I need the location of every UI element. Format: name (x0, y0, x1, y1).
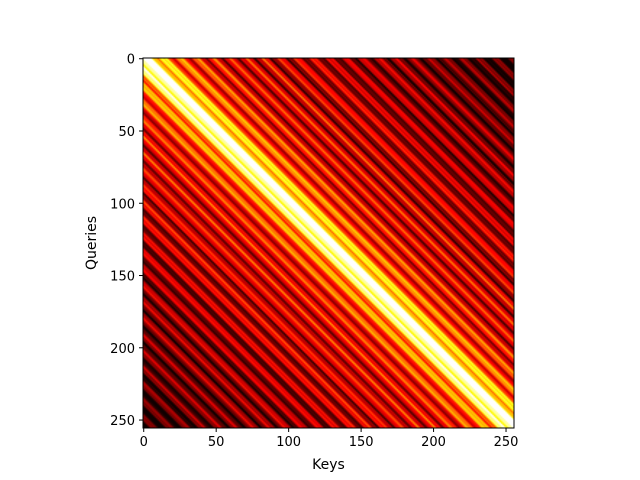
y-tick-label: 0 (127, 53, 135, 68)
y-axis-label: Queries (84, 216, 100, 270)
y-tick-label: 50 (118, 125, 135, 140)
x-tick-label: 250 (494, 435, 519, 450)
plot-frame (142, 57, 515, 429)
y-tick-label: 150 (110, 270, 135, 285)
y-tick-label: 250 (110, 414, 135, 429)
x-tick-label: 50 (208, 435, 225, 450)
y-tick-label: 100 (110, 197, 135, 212)
x-tick-label: 150 (349, 435, 374, 450)
x-axis: 0 50 100 150 200 250 (140, 428, 519, 450)
x-tick-label: 0 (140, 435, 148, 450)
heatmap-image (143, 58, 514, 428)
y-axis: 0 50 100 150 200 250 (110, 53, 143, 429)
x-tick-label: 100 (276, 435, 301, 450)
x-axis-label: Keys (312, 457, 345, 473)
heatmap (143, 58, 514, 428)
y-tick-label: 200 (110, 342, 135, 357)
x-tick-label: 200 (421, 435, 446, 450)
